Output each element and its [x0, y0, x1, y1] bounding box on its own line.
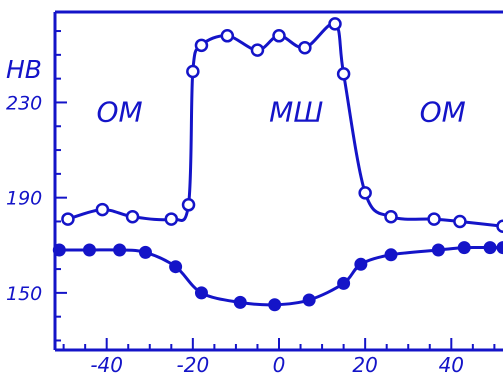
y-tick-label: 230	[6, 92, 42, 114]
series-2-point	[354, 257, 368, 271]
series-1-point	[181, 198, 196, 212]
series-1-point	[336, 67, 351, 81]
series-2-point	[194, 286, 208, 300]
series-2-point	[169, 260, 183, 274]
series-2-point	[457, 241, 471, 255]
x-tick-label: -40	[90, 353, 123, 376]
axes	[53, 10, 503, 352]
series-1-point	[453, 214, 467, 229]
x-tick-label: 0	[273, 353, 286, 376]
zone-annotation: ОМ	[420, 95, 466, 128]
labels: 150 190 230 -40 -20 0 20 40 HB ОМ МШ ОМ	[6, 55, 466, 376]
series-1-point	[384, 209, 398, 224]
markers	[52, 17, 503, 312]
x-tick-label: 40	[439, 353, 464, 376]
x-tick-label: 20	[352, 353, 377, 376]
series-1-point	[61, 212, 75, 226]
series-1-point	[250, 43, 265, 57]
series-2-point	[431, 243, 445, 257]
series-1-point	[298, 40, 312, 55]
series-1-point	[95, 202, 110, 217]
y-tick-label: 150	[6, 283, 42, 305]
series-1-point	[220, 29, 235, 43]
series-1-point	[164, 212, 179, 226]
series-2-point	[337, 276, 351, 290]
series-1-point	[125, 209, 140, 224]
series-2-line	[59, 245, 503, 307]
series-2-point	[384, 248, 398, 262]
series-1-point	[272, 29, 286, 43]
zone-annotation: ОМ	[97, 95, 143, 128]
series-1-point	[186, 64, 200, 79]
series-1-point	[427, 212, 441, 226]
y-axis-label: HB	[6, 55, 42, 84]
series-1-point	[358, 186, 372, 200]
series-2-point	[496, 241, 503, 255]
series-2-point	[233, 295, 247, 309]
series-1-point	[328, 17, 342, 31]
series-2-point	[113, 243, 127, 257]
series-2-point	[268, 298, 282, 312]
series-2-point	[302, 293, 316, 307]
series-2-point	[52, 243, 66, 257]
series-1-point	[496, 219, 503, 233]
x-tick-label: -20	[177, 353, 210, 376]
series-2-point	[483, 241, 497, 255]
series-1-point	[194, 38, 209, 53]
zone-annotation: МШ	[269, 95, 323, 128]
series-2-point	[82, 243, 96, 257]
y-tick-label: 190	[6, 188, 42, 210]
series-2-point	[138, 245, 152, 259]
